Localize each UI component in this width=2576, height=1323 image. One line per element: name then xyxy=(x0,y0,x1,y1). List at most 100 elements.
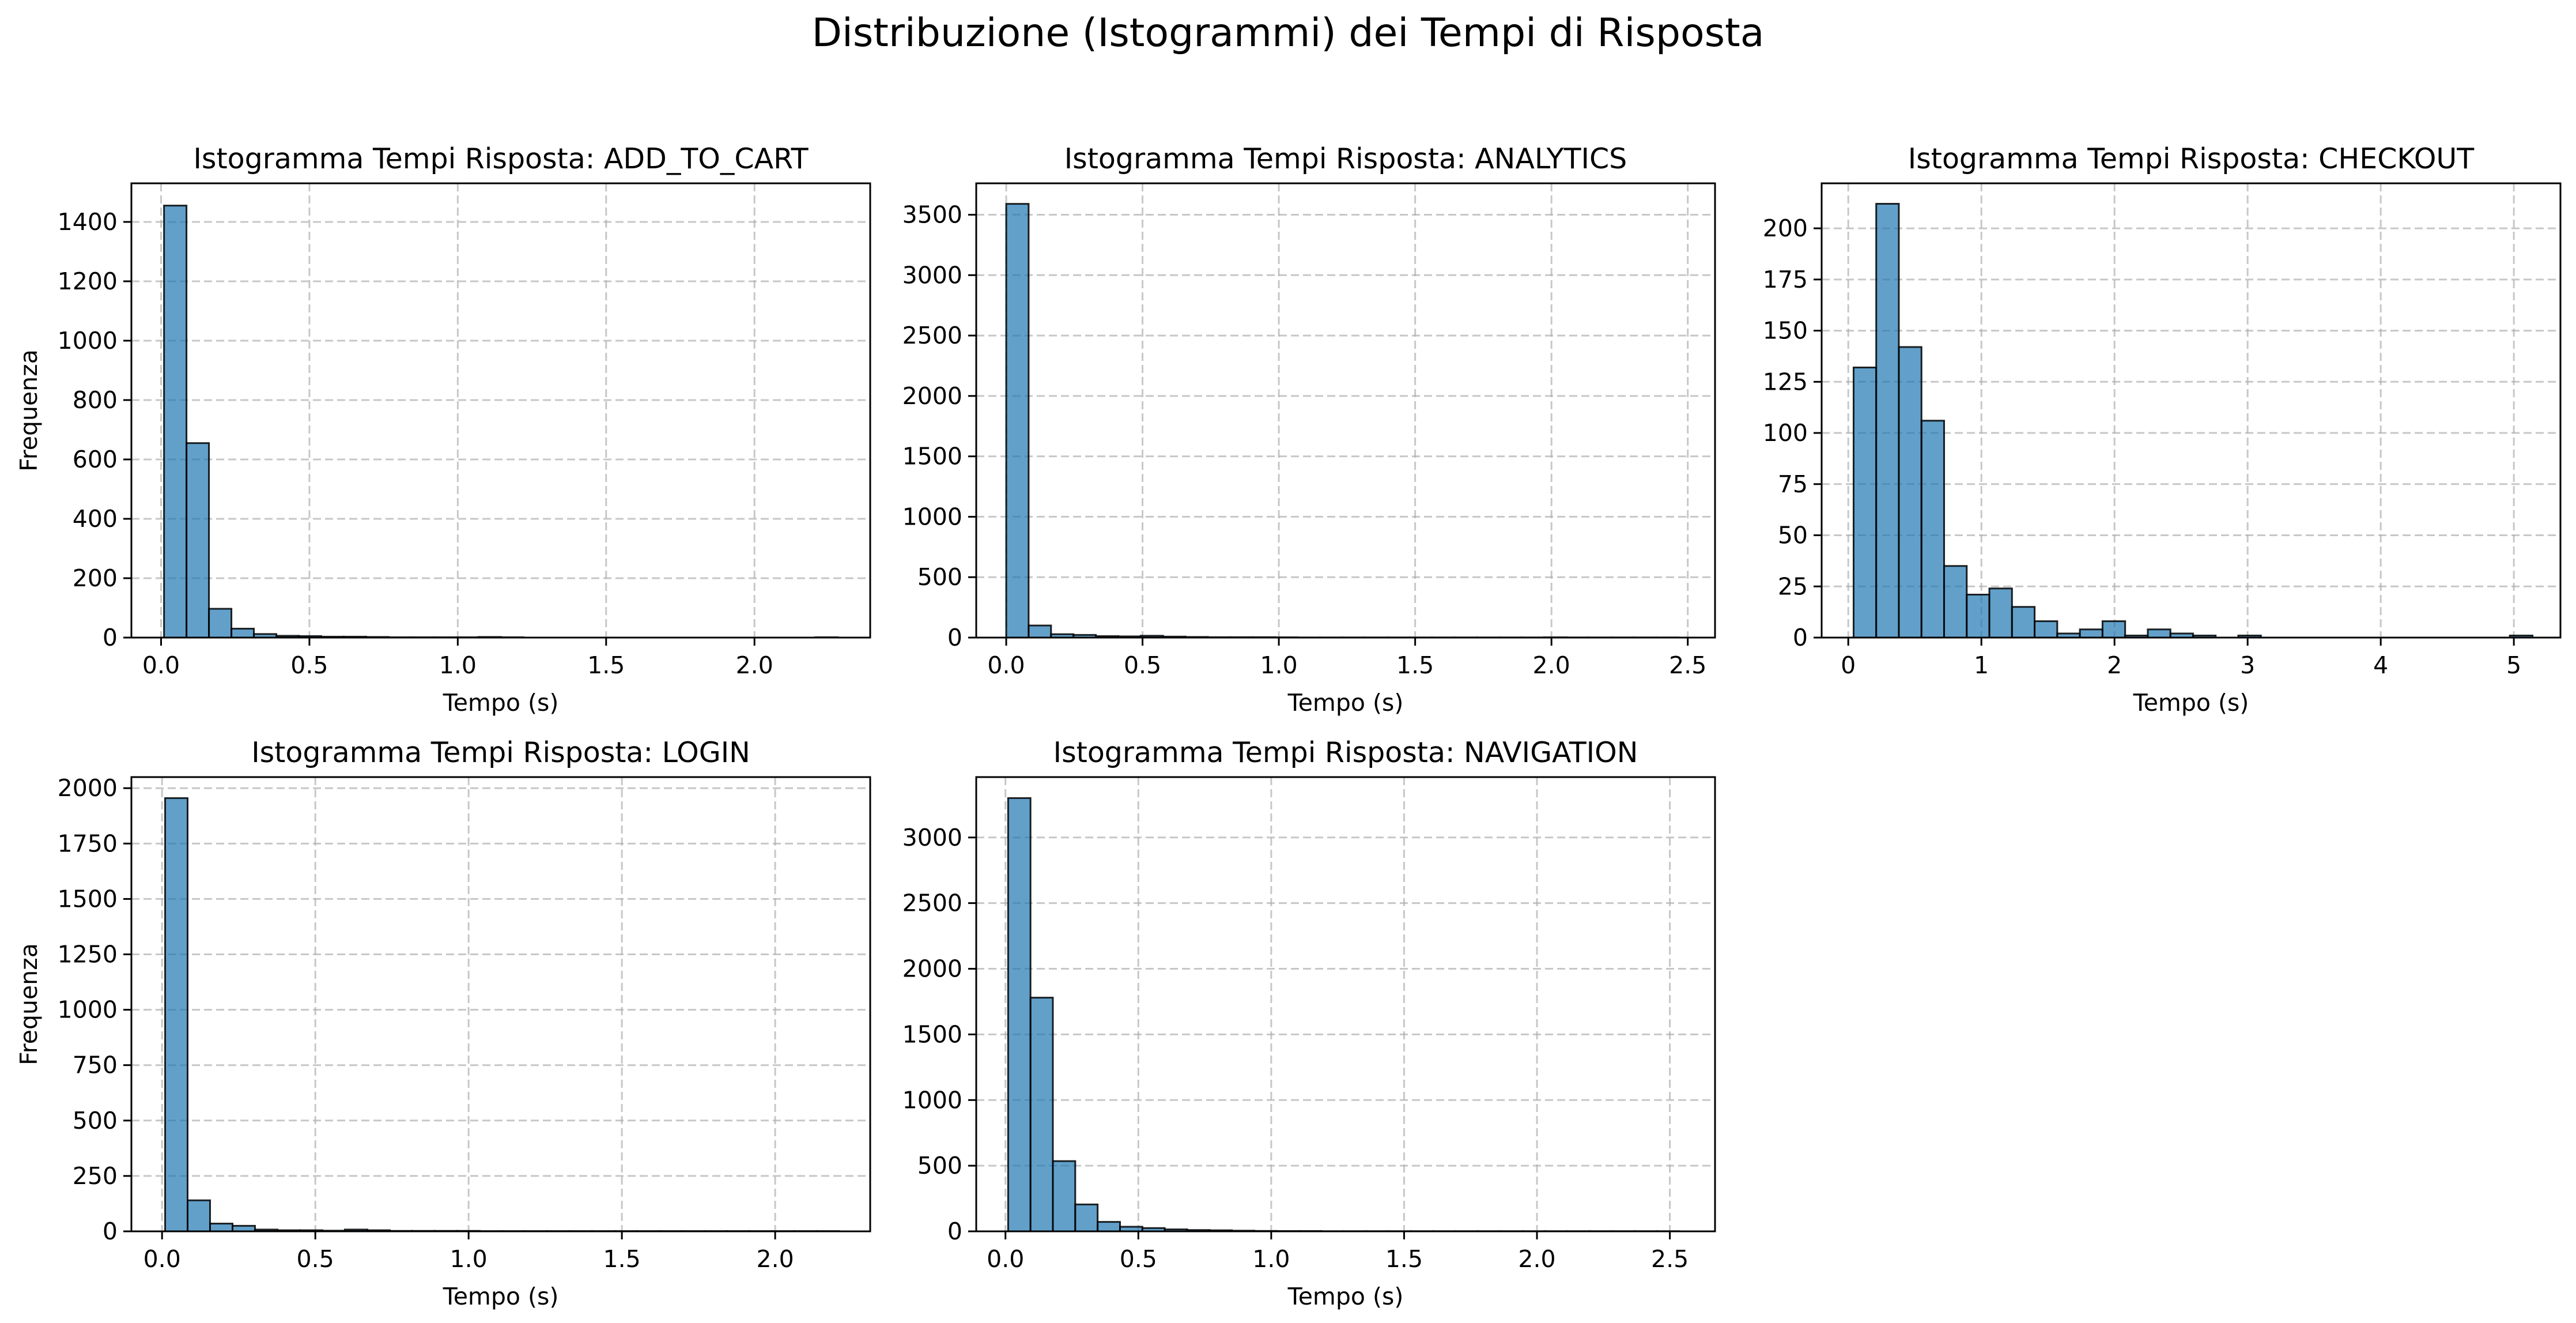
subplot-title: Istogramma Tempi Risposta: CHECKOUT xyxy=(1908,142,2475,175)
y-tick-label: 2000 xyxy=(902,955,962,983)
histogram-bar xyxy=(1920,420,1946,639)
y-tick-label: 0 xyxy=(103,624,118,651)
axes-frame xyxy=(130,776,871,1232)
y-tick-label: 3000 xyxy=(902,824,962,851)
histogram-bar xyxy=(1097,1221,1121,1232)
y-tick-label: 800 xyxy=(73,386,118,414)
y-tick-label: 750 xyxy=(73,1051,118,1079)
histogram-bar xyxy=(209,1223,233,1232)
y-tick-label: 500 xyxy=(917,563,962,591)
x-tick-label: 2.5 xyxy=(1651,1245,1689,1273)
histogram-bar xyxy=(1898,346,1922,639)
histogram-bar xyxy=(2011,606,2036,639)
x-tick-label: 0.0 xyxy=(987,1245,1024,1273)
x-tick-label: 2.0 xyxy=(1518,1245,1555,1273)
subplot-4: 0.0 0.5 1.0 1.5 2.0 0 250 500 750 1000 1250 1500 175… xyxy=(15,736,871,1310)
x-tick-label: 2.0 xyxy=(1533,651,1570,679)
x-tick-label: 2 xyxy=(2107,651,2122,679)
y-tick-label: 200 xyxy=(73,564,118,592)
y-tick-label: 1000 xyxy=(902,503,962,530)
x-tick-label: 1.5 xyxy=(1385,1245,1423,1273)
x-axis-label: Tempo (s) xyxy=(443,689,559,717)
x-tick-label: 3 xyxy=(2240,651,2255,679)
y-tick-label: 100 xyxy=(1763,419,1808,447)
x-tick-label: 0.0 xyxy=(142,651,180,679)
axes-frame xyxy=(130,182,871,639)
histogram-bar xyxy=(1052,1160,1077,1232)
histogram-bar xyxy=(163,205,188,639)
histogram-bar xyxy=(1988,587,2013,639)
subplot-2: 0.0 0.5 1.0 1.5 2.0 2.5 0 500 1000 1500 2000 2500 30… xyxy=(902,142,1716,717)
y-tick-label: 1400 xyxy=(58,208,118,236)
y-tick-label: 50 xyxy=(1778,522,1808,549)
y-tick-label: 2500 xyxy=(902,322,962,349)
histogram-bar xyxy=(1875,202,1900,639)
y-tick-label: 250 xyxy=(73,1162,118,1190)
x-tick-label: 0 xyxy=(1841,651,1856,679)
histogram-bar xyxy=(1005,203,1030,639)
y-tick-label: 3500 xyxy=(902,201,962,228)
x-tick-label: 1 xyxy=(1974,651,1989,679)
subplot-title: Istogramma Tempi Risposta: ANALYTICS xyxy=(1064,142,1627,175)
x-tick-label: 1.0 xyxy=(1260,651,1297,679)
x-tick-label: 0.0 xyxy=(987,651,1025,679)
x-axis-label: Tempo (s) xyxy=(1287,689,1404,717)
histogram-bar xyxy=(2034,620,2058,639)
y-tick-label: 600 xyxy=(73,446,118,473)
subplot-title: Istogramma Tempi Risposta: LOGIN xyxy=(251,736,750,769)
y-tick-label: 1250 xyxy=(58,941,118,968)
y-tick-label: 2500 xyxy=(902,889,962,917)
y-tick-label: 175 xyxy=(1763,266,1808,293)
x-tick-label: 1.0 xyxy=(1252,1245,1290,1273)
x-tick-label: 1.0 xyxy=(439,651,477,679)
x-axis-label: Tempo (s) xyxy=(443,1283,559,1310)
y-tick-label: 1500 xyxy=(58,885,118,913)
x-tick-label: 2.0 xyxy=(756,1245,794,1273)
y-axis-label: Frequenza xyxy=(15,349,43,472)
y-tick-label: 1750 xyxy=(58,830,118,857)
x-tick-label: 1.0 xyxy=(450,1245,488,1273)
x-tick-label: 1.5 xyxy=(603,1245,641,1273)
x-axis-label: Tempo (s) xyxy=(1287,1283,1404,1310)
y-tick-label: 500 xyxy=(73,1107,118,1134)
y-tick-label: 1000 xyxy=(902,1086,962,1114)
y-tick-label: 1500 xyxy=(902,1020,962,1048)
histogram-bar xyxy=(231,628,255,639)
subplot-1: 0.0 0.5 1.0 1.5 2.0 0 200 400 600 800 1000 1200 1400… xyxy=(15,142,871,717)
axes-frame xyxy=(975,182,1716,639)
x-tick-label: 2.0 xyxy=(736,651,773,679)
y-tick-label: 1500 xyxy=(902,443,962,470)
histogram-bar xyxy=(1028,624,1052,639)
y-tick-label: 2000 xyxy=(58,774,118,802)
axes-frame xyxy=(1820,182,2562,639)
subplot-title: Istogramma Tempi Risposta: ADD_TO_CART xyxy=(193,142,809,175)
x-tick-label: 0.5 xyxy=(1124,651,1161,679)
x-tick-label: 1.5 xyxy=(587,651,625,679)
subplot-5: 0.0 0.5 1.0 1.5 2.0 2.5 0 500 1000 1500 2000 2500 30… xyxy=(902,736,1716,1310)
y-tick-label: 1000 xyxy=(58,996,118,1024)
y-tick-label: 1000 xyxy=(58,327,118,355)
subplot-title: Istogramma Tempi Risposta: NAVIGATION xyxy=(1053,736,1638,769)
y-tick-label: 25 xyxy=(1778,572,1808,600)
y-tick-label: 0 xyxy=(947,1218,962,1245)
x-tick-label: 2.5 xyxy=(1669,651,1706,679)
y-tick-label: 400 xyxy=(73,505,118,533)
histogram-bar xyxy=(186,442,210,639)
y-tick-label: 0 xyxy=(947,624,962,651)
histogram-bar xyxy=(208,608,233,639)
histogram-bar xyxy=(1966,593,1990,639)
y-tick-label: 0 xyxy=(1793,624,1808,651)
y-tick-label: 125 xyxy=(1763,368,1808,395)
histogram-bar xyxy=(1029,997,1054,1232)
y-tick-label: 200 xyxy=(1763,214,1808,242)
histogram-bar xyxy=(1852,366,1878,639)
x-tick-label: 5 xyxy=(2506,651,2521,679)
y-tick-label: 0 xyxy=(103,1218,118,1245)
y-tick-label: 1200 xyxy=(58,267,118,295)
histogram-bar xyxy=(187,1199,211,1232)
histogram-bar xyxy=(2147,628,2171,639)
y-axis-label: Frequenza xyxy=(15,943,43,1065)
x-tick-label: 0.5 xyxy=(297,1245,334,1273)
